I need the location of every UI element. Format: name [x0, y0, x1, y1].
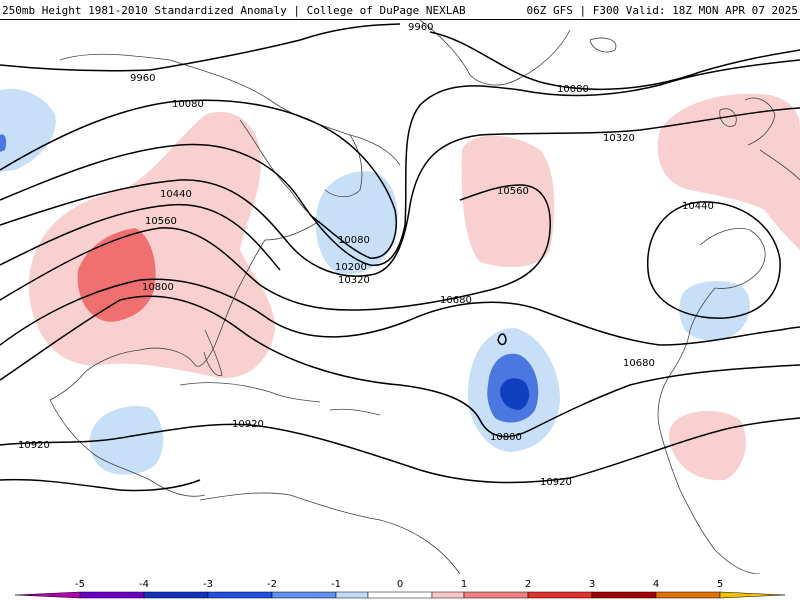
contour-10080-west: [0, 99, 321, 171]
label-10920-central: 10920: [232, 419, 264, 430]
colorbar-tick-label: 0: [397, 579, 403, 590]
colorbar-tick-label: -5: [75, 579, 85, 590]
negative-anomaly-central-america: [89, 406, 164, 475]
contour-10440-west: [0, 203, 281, 271]
label-10680-mid: 10680: [440, 295, 472, 306]
colorbar-segment: [14, 591, 81, 599]
colorbar-tick-label: -3: [203, 579, 213, 590]
label-10680-east: 10680: [623, 358, 655, 369]
contour-10920-low: [0, 478, 201, 492]
anomaly-colorbar: -5 -4 -3 -2 -1 0 1 2 3 4 5: [0, 574, 800, 600]
negative-anomaly-iberia: [679, 281, 750, 341]
colorbar-segment: [719, 591, 786, 599]
colorbar-segment: [271, 591, 337, 599]
contour-9960: [0, 23, 401, 72]
negative-anomaly-northeast: [315, 171, 398, 275]
positive-anomaly-europe: [657, 93, 800, 250]
colorbar-segment: [591, 591, 657, 599]
label-10440-east: 10440: [682, 201, 714, 212]
colorbar-segment: [207, 591, 273, 599]
colorbar-segment: [655, 591, 721, 599]
negative-anomaly-northwest: [0, 88, 56, 172]
anomaly-shading: [0, 88, 800, 481]
label-10920-west: 10920: [18, 440, 50, 451]
label-10560-west: 10560: [145, 216, 177, 227]
label-10560-east: 10560: [497, 186, 529, 197]
contour-10800: [0, 295, 800, 438]
map-header: 250mb Height 1981-2010 Standardized Anom…: [0, 0, 800, 20]
contour-labels: 9960 9960 10080 10080 10320 10440 10440 …: [18, 22, 714, 488]
contour-high-center: [497, 333, 507, 346]
colorbar-segment: [463, 591, 529, 599]
colorbar-tick-label: -1: [331, 579, 341, 590]
label-9960-west: 9960: [130, 73, 155, 84]
label-10440-west: 10440: [160, 189, 192, 200]
colorbar-segment: [367, 591, 433, 599]
label-10320-east: 10320: [603, 133, 635, 144]
positive-anomaly-central-us: [77, 228, 156, 322]
contour-10560-west: [0, 227, 351, 311]
label-10800-mid: 10800: [490, 432, 522, 443]
map-title: 250mb Height 1981-2010 Standardized Anom…: [2, 4, 466, 17]
contour-10560-east: [349, 184, 551, 311]
contour-10200: [0, 59, 800, 266]
negative-anomaly-mid-atlantic-core: [500, 378, 530, 410]
label-10320-trough: 10320: [338, 275, 370, 286]
height-contours: [0, 23, 800, 492]
contour-10440-cutoff: [646, 201, 781, 319]
colorbar-segments: [14, 591, 786, 599]
colorbar-tick-labels: -5 -4 -3 -2 -1 0 1 2 3 4 5: [75, 579, 723, 590]
contour-10320: [0, 107, 800, 277]
colorbar-tick-label: 5: [717, 579, 723, 590]
label-10800-west: 10800: [142, 282, 174, 293]
coastlines: [49, 20, 800, 574]
anomaly-map: 9960 9960 10080 10080 10320 10440 10440 …: [0, 20, 800, 574]
contour-10080-east: [429, 31, 800, 91]
negative-anomaly-northwest-core: [0, 134, 7, 152]
colorbar-tick-label: 2: [525, 579, 531, 590]
colorbar-segment: [431, 591, 465, 599]
contour-10080-trough: [309, 124, 397, 259]
positive-anomaly-atlantic: [461, 135, 555, 267]
colorbar-tick-label: 4: [653, 579, 659, 590]
colorbar-tick-label: -2: [267, 579, 277, 590]
label-10080-west: 10080: [172, 99, 204, 110]
label-10080-east: 10080: [557, 84, 589, 95]
contour-10920: [0, 417, 800, 484]
label-10200: 10200: [335, 262, 367, 273]
contour-10680: [0, 278, 800, 346]
colorbar-segment: [79, 591, 145, 599]
colorbar-tick-label: -4: [139, 579, 149, 590]
colorbar-segment: [335, 591, 369, 599]
colorbar-segment: [527, 591, 593, 599]
label-10920-east: 10920: [540, 477, 572, 488]
model-run-info: 06Z GFS | F300 Valid: 18Z MON APR 07 202…: [526, 4, 798, 17]
label-10080-trough: 10080: [338, 235, 370, 246]
colorbar-tick-label: 1: [461, 579, 467, 590]
colorbar-tick-label: 3: [589, 579, 595, 590]
label-9960-east: 9960: [408, 22, 433, 33]
colorbar-segment: [143, 591, 209, 599]
